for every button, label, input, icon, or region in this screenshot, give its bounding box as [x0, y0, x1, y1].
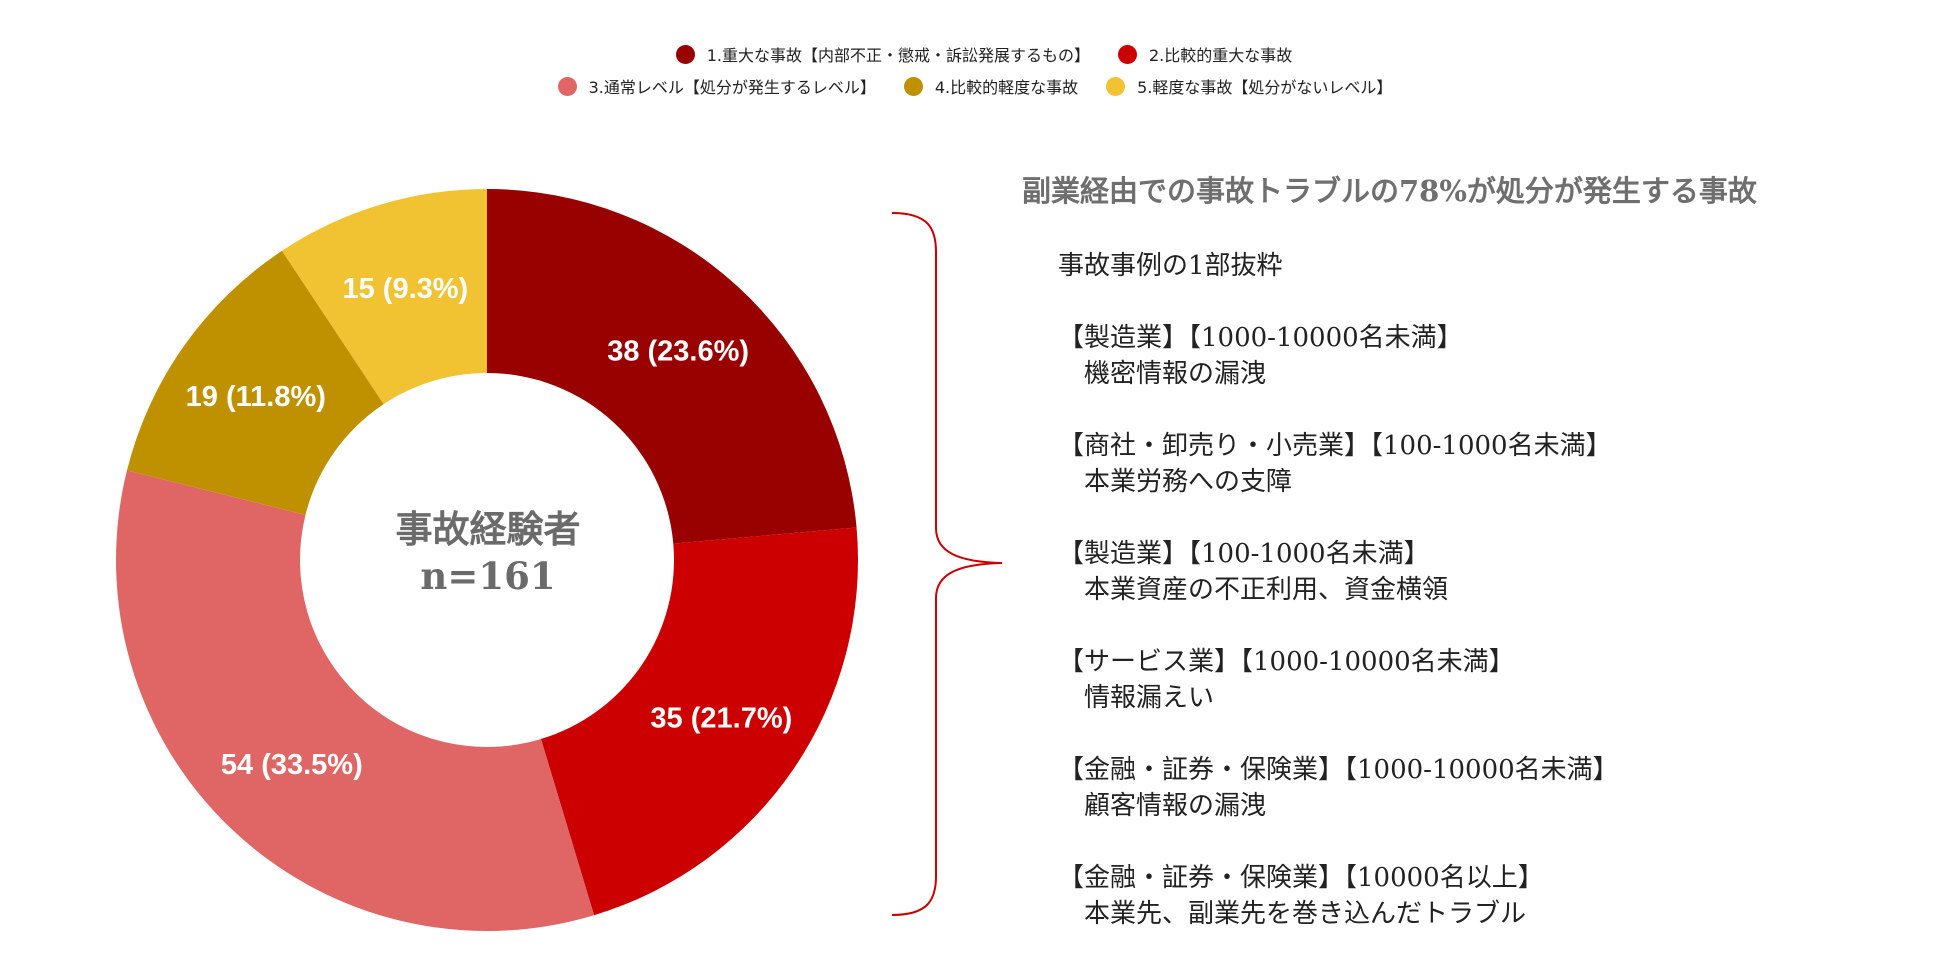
legend-row-1: 1.重大な事故【内部不正・懲戒・訴訟発展するもの】 2.比較的重大な事故 — [0, 38, 1950, 70]
slice-data-label-5: 15 (9.3%) — [342, 273, 468, 305]
slice-data-label-2: 35 (21.7%) — [650, 703, 792, 735]
case-description: 本業労務への支障 — [1084, 467, 1293, 497]
legend-swatch-5 — [1106, 76, 1126, 96]
legend-swatch-3 — [557, 76, 577, 96]
legend-swatch-4 — [903, 76, 923, 96]
incident-examples: 事故事例の1部抜粋 【製造業】【1000-10000名未満】 機密情報の漏洩 【… — [1058, 248, 1619, 932]
donut-center-label: 事故経験者 n=161 — [338, 505, 638, 599]
donut-slice-1 — [487, 189, 857, 544]
case-industry: 【サービス業】【1000-10000名未満】 — [1058, 647, 1515, 677]
legend-item-1: 1.重大な事故【内部不正・懲戒・訴訟発展するもの】 — [675, 42, 1090, 66]
case-item: 【サービス業】【1000-10000名未満】 情報漏えい — [1058, 644, 1619, 716]
slice-data-label-4: 19 (11.8%) — [186, 381, 326, 413]
case-industry: 【金融・証券・保険業】【10000名以上】 — [1058, 863, 1544, 893]
case-item: 【金融・証券・保険業】【1000-10000名未満】 顧客情報の漏洩 — [1058, 752, 1619, 824]
donut-slice-5 — [282, 189, 487, 405]
headline: 副業経由での事故トラブルの78%が処分が発生する事故 — [1022, 174, 1757, 208]
chart-legend: 1.重大な事故【内部不正・懲戒・訴訟発展するもの】 2.比較的重大な事故 3.通… — [0, 38, 1950, 102]
slice-data-label-1: 38 (23.6%) — [607, 335, 749, 367]
case-description: 情報漏えい — [1084, 683, 1215, 713]
legend-swatch-1 — [675, 44, 695, 64]
case-item: 【製造業】【100-1000名未満】 本業資産の不正利用、資金横領 — [1058, 536, 1619, 608]
brace-shape — [891, 212, 1003, 916]
case-description: 本業先、副業先を巻き込んだトラブル — [1084, 899, 1527, 929]
case-industry: 【金融・証券・保険業】【1000-10000名未満】 — [1058, 755, 1619, 785]
legend-item-4: 4.比較的軽度な事故 — [903, 74, 1079, 98]
legend-swatch-2 — [1118, 44, 1137, 64]
case-industry: 【製造業】【100-1000名未満】 — [1058, 539, 1430, 569]
examples-title: 事故事例の1部抜粋 — [1058, 251, 1283, 281]
center-sample-size: n=161 — [420, 554, 556, 598]
legend-label-5: 5.軽度な事故【処分がないレベル】 — [1137, 78, 1393, 97]
donut-chart: 38 (23.6%) 35 (21.7%) 54 (33.5%) 19 (11.8%)… — [115, 189, 859, 931]
case-item: 【商社・卸売り・小売業】【100-1000名未満】 本業労務への支障 — [1058, 428, 1619, 500]
legend-item-5: 5.軽度な事故【処分がないレベル】 — [1106, 74, 1392, 98]
case-industry: 【商社・卸売り・小売業】【100-1000名未満】 — [1058, 431, 1612, 461]
case-description: 本業資産の不正利用、資金横領 — [1084, 575, 1449, 605]
donut-slice-3 — [115, 470, 595, 931]
legend-row-2: 3.通常レベル【処分が発生するレベル】 4.比較的軽度な事故 5.軽度な事故【処… — [0, 70, 1950, 102]
case-description: 顧客情報の漏洩 — [1084, 791, 1267, 821]
legend-label-1: 1.重大な事故【内部不正・懲戒・訴訟発展するもの】 — [706, 46, 1090, 65]
legend-label-3: 3.通常レベル【処分が発生するレベル】 — [588, 78, 876, 97]
center-title: 事故経験者 — [395, 507, 581, 551]
legend-label-2: 2.比較的重大な事故 — [1149, 46, 1293, 65]
case-description: 機密情報の漏洩 — [1084, 359, 1267, 389]
case-item: 【金融・証券・保険業】【10000名以上】 本業先、副業先を巻き込んだトラブル — [1058, 860, 1619, 932]
case-item: 【製造業】【1000-10000名未満】 機密情報の漏洩 — [1058, 320, 1619, 392]
case-industry: 【製造業】【1000-10000名未満】 — [1058, 323, 1463, 353]
slice-data-label-3: 54 (33.5%) — [221, 749, 363, 781]
donut-slice-2 — [540, 527, 859, 916]
legend-item-2: 2.比較的重大な事故 — [1118, 42, 1292, 66]
donut-slice-4 — [126, 250, 384, 515]
legend-label-4: 4.比較的軽度な事故 — [934, 78, 1079, 97]
legend-item-3: 3.通常レベル【処分が発生するレベル】 — [557, 74, 876, 98]
